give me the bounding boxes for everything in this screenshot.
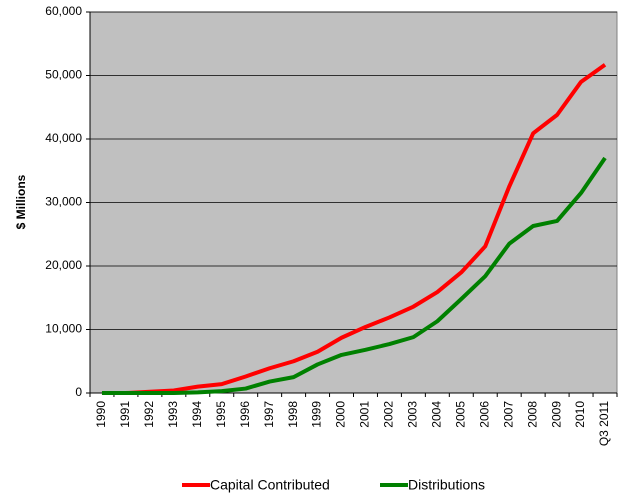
- x-tick-label: 1998: [286, 401, 300, 428]
- x-tick-label: 1994: [190, 401, 204, 428]
- y-tick-label: 60,000: [45, 4, 82, 18]
- x-tick-label: 2001: [358, 401, 372, 428]
- x-tick-label: 2005: [453, 401, 467, 428]
- x-tick-label: 1990: [94, 401, 108, 428]
- x-tick-label: 2003: [406, 401, 420, 428]
- x-tick-label: 2010: [573, 401, 587, 428]
- x-tick-label: Q3 2011: [597, 401, 611, 446]
- y-tick-label: 0: [75, 385, 82, 399]
- x-tick-label: 1995: [214, 401, 228, 428]
- x-tick-label: 1991: [118, 401, 132, 428]
- x-tick-label: 2000: [334, 401, 348, 428]
- y-tick-label: 10,000: [45, 322, 82, 336]
- x-tick-label: 2007: [501, 401, 515, 428]
- y-tick-label: 30,000: [45, 195, 82, 209]
- legend-label: Distributions: [408, 477, 485, 493]
- legend-label: Capital Contributed: [210, 477, 330, 493]
- x-tick-label: 1996: [238, 401, 252, 428]
- x-tick-label: 2002: [382, 401, 396, 428]
- x-tick-label: 2008: [525, 401, 539, 428]
- x-tick-label: 1997: [262, 401, 276, 428]
- y-tick-label: 20,000: [45, 258, 82, 272]
- x-tick-label: 1993: [166, 401, 180, 428]
- x-tick-label: 2006: [477, 401, 491, 428]
- y-tick-label: 50,000: [45, 68, 82, 82]
- x-tick-label: 1999: [310, 401, 324, 428]
- x-tick-label: 2004: [430, 401, 444, 428]
- series-line: [101, 63, 607, 395]
- series-line: [101, 156, 607, 395]
- x-tick-label: 2009: [549, 401, 563, 428]
- x-tick-label: 1992: [142, 401, 156, 428]
- y-tick-label: 40,000: [45, 131, 82, 145]
- y-axis-label: $ Millions: [14, 174, 28, 229]
